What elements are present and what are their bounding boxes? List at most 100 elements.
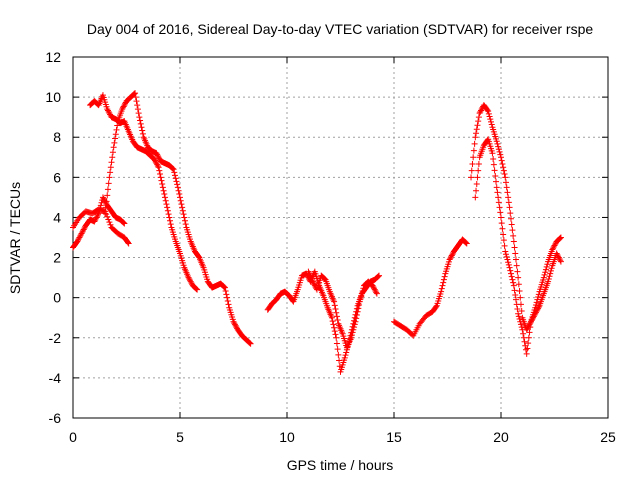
data-point <box>247 340 254 347</box>
data-point <box>487 116 494 123</box>
y-tick-label: 6 <box>53 169 61 185</box>
data-point <box>521 338 528 345</box>
data-point <box>179 207 186 214</box>
data-point <box>525 322 532 329</box>
data-point <box>507 210 514 217</box>
data-point <box>348 332 355 339</box>
data-point <box>134 102 141 109</box>
data-point <box>500 164 507 171</box>
data-point <box>193 285 200 292</box>
data-point <box>525 334 532 341</box>
data-point <box>131 90 138 97</box>
data-point <box>522 346 529 353</box>
data-point <box>535 291 542 298</box>
data-point <box>114 122 121 129</box>
x-axis-label: GPS time / hours <box>287 457 394 473</box>
data-series <box>468 102 564 333</box>
data-point <box>523 350 530 357</box>
data-point <box>155 154 162 161</box>
y-tick-label: 2 <box>53 250 61 266</box>
data-point <box>484 107 491 114</box>
data-point <box>533 299 540 306</box>
tick-labels: 0 5 10 15 20 25 -6 -4 -2 0 2 4 6 8 10 12 <box>45 49 616 445</box>
data-point <box>107 221 114 228</box>
data-point <box>500 231 507 238</box>
data-point <box>472 194 479 201</box>
data-point <box>495 146 502 153</box>
data-point <box>517 318 524 325</box>
data-point <box>474 122 481 129</box>
data-point <box>440 279 447 286</box>
data-point <box>154 162 161 169</box>
y-tick-label: -6 <box>49 410 62 426</box>
data-point <box>526 321 533 328</box>
data-point <box>359 287 366 294</box>
data-point <box>509 227 516 234</box>
y-axis-label: SDTVAR / TECUs <box>7 182 23 294</box>
data-point <box>473 126 480 133</box>
data-point <box>485 110 492 117</box>
data-point <box>113 126 120 133</box>
data-point <box>505 259 512 266</box>
data-point <box>519 326 526 333</box>
data-point <box>501 242 508 249</box>
plot-frame <box>72 56 609 419</box>
data-point <box>502 248 509 255</box>
data-point <box>472 134 479 141</box>
data-point <box>468 174 475 181</box>
data-point <box>351 324 358 331</box>
data-point <box>471 140 478 147</box>
data-point <box>478 107 485 114</box>
data-point <box>507 215 514 222</box>
data-series <box>305 268 380 351</box>
data-point <box>502 251 509 258</box>
data-point <box>524 325 531 332</box>
data-point <box>92 215 99 222</box>
data-point <box>493 178 500 185</box>
y-tick-label: 12 <box>45 49 61 65</box>
data-point <box>371 285 378 292</box>
data-point <box>79 229 86 236</box>
data-point <box>309 278 316 285</box>
data-point <box>158 177 165 184</box>
data-point <box>494 189 501 196</box>
data-point <box>112 131 119 138</box>
data-point <box>510 232 517 239</box>
data-point <box>334 317 341 324</box>
data-point <box>246 340 253 347</box>
data-point <box>374 273 381 280</box>
data-point <box>78 230 85 237</box>
data-point <box>438 288 445 295</box>
data-point <box>353 315 360 322</box>
data-point <box>221 284 228 291</box>
data-point <box>511 244 518 251</box>
data-point <box>514 268 521 275</box>
data-point <box>104 107 111 114</box>
data-point <box>499 225 506 232</box>
x-tick-label: 5 <box>176 429 184 445</box>
data-point <box>313 285 320 292</box>
data-point <box>543 263 550 270</box>
data-point <box>185 274 192 281</box>
data-point <box>371 286 378 293</box>
data-point <box>485 108 492 115</box>
data-point <box>502 179 509 186</box>
data-point <box>532 302 539 309</box>
data-point <box>231 320 238 327</box>
data-point <box>106 174 113 181</box>
data-point <box>499 160 506 167</box>
data-point <box>508 221 515 228</box>
data-point <box>112 135 119 142</box>
data-point <box>490 155 497 162</box>
data-point <box>167 217 174 224</box>
y-tick-label: -4 <box>49 370 62 386</box>
data-point <box>360 285 367 292</box>
data-point <box>105 180 112 187</box>
data-point <box>175 187 182 194</box>
data-point <box>122 100 129 107</box>
data-point <box>476 110 483 117</box>
y-tick-label: 4 <box>53 209 61 225</box>
data-point <box>137 120 144 127</box>
data-point <box>515 310 522 317</box>
data-point <box>81 225 88 232</box>
